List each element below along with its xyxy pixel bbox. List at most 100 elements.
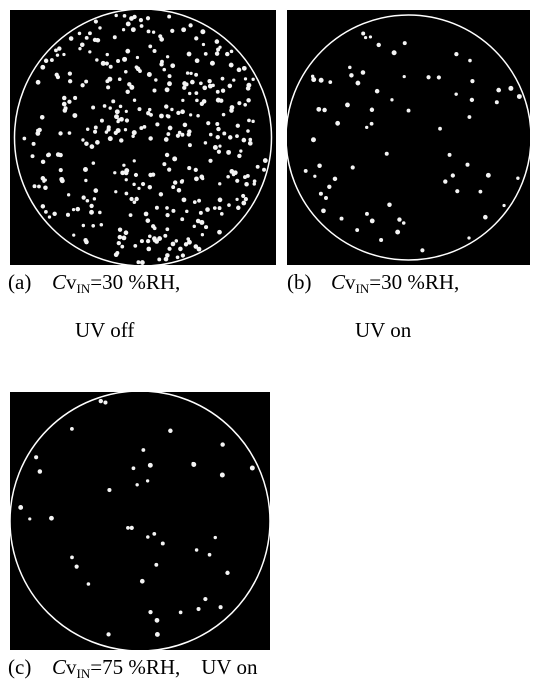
- particle: [321, 208, 326, 213]
- particle: [118, 77, 122, 81]
- particle: [470, 98, 474, 102]
- particle: [370, 218, 375, 223]
- particle: [495, 100, 499, 104]
- particle: [167, 168, 171, 172]
- particle: [114, 131, 118, 135]
- particle: [229, 63, 234, 68]
- symbol: C: [52, 655, 66, 679]
- particle: [508, 86, 513, 91]
- particle: [127, 82, 131, 86]
- particle: [194, 176, 199, 181]
- particle: [135, 483, 138, 486]
- particle: [194, 36, 198, 40]
- particle: [18, 505, 23, 510]
- particle: [319, 192, 323, 196]
- particle: [205, 207, 210, 212]
- particle: [40, 115, 45, 120]
- particle: [69, 36, 74, 41]
- particle: [220, 212, 224, 216]
- particle: [41, 160, 45, 164]
- image-panel: [10, 392, 270, 650]
- particle: [132, 183, 135, 186]
- particle: [213, 206, 217, 210]
- particle: [56, 53, 59, 56]
- particle: [171, 242, 176, 247]
- particle: [72, 233, 75, 236]
- particle: [158, 34, 162, 38]
- particle: [82, 224, 85, 227]
- particle: [80, 42, 85, 47]
- particle: [214, 536, 217, 539]
- particle: [175, 239, 179, 243]
- particle: [397, 217, 401, 221]
- particle: [241, 201, 246, 206]
- particle: [177, 188, 182, 193]
- particle: [155, 122, 159, 126]
- particle: [90, 144, 95, 149]
- particle: [163, 234, 167, 238]
- particle: [86, 128, 89, 131]
- particle: [252, 78, 255, 81]
- caption: (a)CvIN=30 %RH,: [8, 270, 180, 297]
- particle: [70, 427, 74, 431]
- particle: [41, 204, 45, 208]
- particle: [89, 210, 94, 215]
- particle: [165, 213, 169, 217]
- particle: [195, 548, 198, 551]
- particle: [146, 111, 150, 115]
- particle: [73, 96, 77, 100]
- particle: [115, 14, 118, 17]
- particle: [218, 145, 221, 148]
- particle: [109, 65, 113, 69]
- particle: [190, 80, 195, 85]
- particle: [109, 106, 112, 109]
- particle: [183, 123, 188, 128]
- particle: [202, 99, 207, 104]
- particle: [228, 84, 233, 89]
- subscript: IN: [77, 281, 91, 296]
- particle: [361, 70, 366, 75]
- particle: [242, 138, 247, 143]
- particle: [349, 73, 353, 77]
- particle: [311, 137, 316, 142]
- particle: [133, 159, 136, 162]
- particle: [189, 113, 192, 116]
- particle: [248, 138, 252, 142]
- particle: [139, 18, 143, 22]
- particle: [165, 227, 169, 231]
- particle: [165, 253, 170, 258]
- particle: [225, 52, 229, 56]
- particle: [122, 164, 125, 167]
- particle: [377, 43, 381, 47]
- particle: [379, 238, 383, 242]
- particle: [122, 235, 127, 240]
- image-panel: [287, 10, 530, 265]
- particle: [84, 179, 87, 182]
- particle: [137, 187, 140, 190]
- particle: [319, 78, 324, 83]
- particle: [182, 81, 187, 86]
- image-panel: [10, 10, 276, 265]
- particle: [130, 526, 134, 530]
- particle: [42, 180, 45, 183]
- particle: [155, 618, 160, 623]
- particle: [91, 106, 95, 110]
- particle: [199, 220, 204, 225]
- particle: [166, 114, 169, 117]
- particle: [153, 226, 157, 230]
- particle: [187, 129, 191, 133]
- particle: [28, 517, 31, 520]
- particle: [124, 70, 128, 74]
- particle: [327, 185, 331, 189]
- particle: [135, 65, 139, 69]
- particle: [226, 175, 230, 179]
- particle: [187, 166, 191, 170]
- particle: [62, 102, 67, 107]
- particle: [316, 107, 321, 112]
- particle: [244, 182, 249, 187]
- particle: [218, 206, 222, 210]
- particle: [215, 51, 219, 55]
- symbol: C: [331, 270, 345, 294]
- particle: [68, 131, 72, 135]
- particle: [68, 79, 72, 83]
